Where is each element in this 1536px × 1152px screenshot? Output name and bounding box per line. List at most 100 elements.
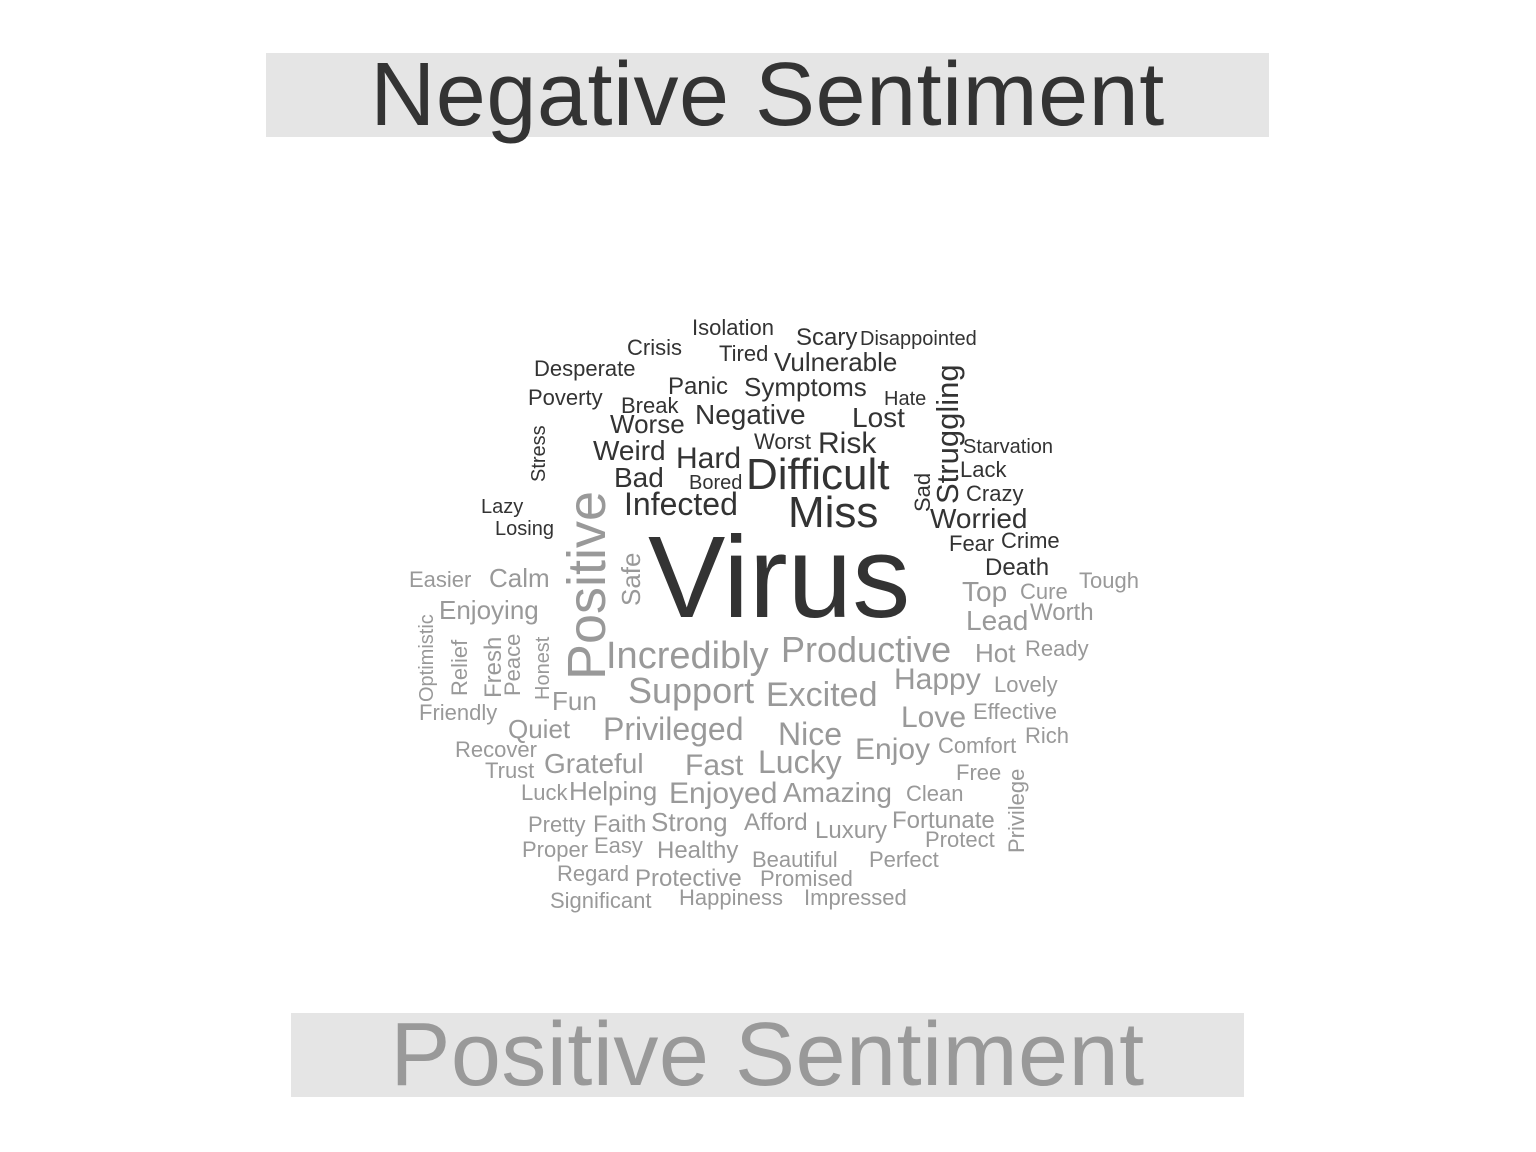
word-fear: Fear [949,531,994,556]
word-hot: Hot [975,638,1016,668]
word-significant: Significant [550,888,652,913]
word-rich: Rich [1025,723,1069,748]
word-starvation: Starvation [963,436,1053,458]
word-free: Free [956,760,1001,785]
word-crisis: Crisis [627,335,682,360]
word-miss: Miss [788,488,878,537]
word-crazy: Crazy [966,481,1023,506]
word-privilege: Privilege [1004,769,1029,853]
word-perfect: Perfect [869,847,939,872]
word-nice: Nice [778,716,842,752]
word-fun: Fun [552,686,597,716]
word-helping: Helping [569,776,657,806]
word-amazing: Amazing [783,777,892,808]
word-proper: Proper [522,837,588,862]
word-poverty: Poverty [528,385,603,410]
word-honest: Honest [532,636,554,700]
word-luxury: Luxury [815,817,887,844]
word-effective: Effective [973,699,1057,724]
word-fast: Fast [685,749,744,782]
word-negative: Negative [695,399,806,430]
word-impressed: Impressed [804,885,907,910]
word-lost: Lost [852,402,905,433]
word-comfort: Comfort [938,733,1016,758]
word-lead: Lead [966,605,1028,636]
word-disappointed: Disappointed [860,328,977,350]
word-crime: Crime [1001,528,1060,553]
word-lazy: Lazy [481,496,523,518]
word-scary: Scary [796,324,857,351]
word-grateful: Grateful [544,748,644,779]
word-safe: Safe [616,553,646,607]
word-enjoy: Enjoy [855,733,930,766]
word-protective: Protective [635,865,742,892]
word-privileged: Privileged [603,711,744,747]
word-symptoms: Symptoms [744,372,867,402]
word-easier: Easier [409,567,471,592]
word-bad: Bad [614,462,664,493]
word-isolation: Isolation [692,315,774,340]
word-lucky: Lucky [758,744,842,780]
word-tough: Tough [1079,568,1139,593]
word-healthy: Healthy [657,837,738,864]
word-hard: Hard [676,442,741,475]
word-panic: Panic [668,373,728,400]
word-love: Love [901,701,966,734]
word-weird: Weird [593,435,666,466]
word-fresh: Fresh [480,637,507,698]
word-sad: Sad [910,473,935,512]
word-top: Top [962,576,1007,607]
word-risk: Risk [818,427,877,460]
word-happiness: Happiness [679,885,783,910]
word-hate: Hate [884,388,926,410]
word-struggling: Struggling [930,364,965,504]
word-strong: Strong [651,807,728,837]
word-afford: Afford [744,809,808,836]
word-pretty: Pretty [528,812,585,837]
word-easy: Easy [594,833,643,858]
word-enjoying: Enjoying [439,595,539,625]
word-desperate: Desperate [534,356,636,381]
word-excited: Excited [766,676,878,714]
word-positive: Positive [557,491,617,680]
word-clean: Clean [906,781,963,806]
word-regard: Regard [557,861,629,886]
word-difficult: Difficult [746,450,889,499]
word-worse: Worse [610,409,685,439]
word-break: Break [621,393,679,418]
word-promised: Promised [760,866,853,891]
word-trust: Trust [485,758,534,783]
word-virus: Virus [648,512,910,642]
word-beautiful: Beautiful [752,847,838,872]
word-faith: Faith [593,811,646,838]
positive-sentiment-banner: Positive Sentiment [291,1010,1244,1100]
word-productive: Productive [781,629,951,670]
word-worried: Worried [930,503,1028,534]
word-incredibly: Incredibly [606,635,769,677]
word-worth: Worth [1030,599,1094,626]
word-fortunate: Fortunate [892,807,995,834]
word-recover: Recover [455,737,537,762]
word-lovely: Lovely [994,672,1058,697]
word-vulnerable: Vulnerable [774,347,897,377]
word-infected: Infected [624,486,738,522]
word-tired: Tired [719,341,768,366]
word-stress: Stress [528,425,550,482]
word-lack: Lack [960,457,1007,482]
word-quiet: Quiet [508,714,571,744]
word-optimistic: Optimistic [416,614,438,702]
word-support: Support [628,670,754,711]
negative-sentiment-title: Negative Sentiment [370,45,1165,145]
word-friendly: Friendly [419,700,497,725]
word-enjoyed: Enjoyed [669,777,777,810]
word-luck: Luck [521,780,568,805]
word-worst: Worst [754,429,811,454]
word-ready: Ready [1025,636,1089,661]
word-protect: Protect [925,827,995,852]
word-cure: Cure [1020,579,1068,604]
negative-sentiment-banner: Negative Sentiment [266,45,1269,145]
word-bored: Bored [689,472,742,494]
word-calm: Calm [489,563,550,593]
word-losing: Losing [495,518,554,540]
